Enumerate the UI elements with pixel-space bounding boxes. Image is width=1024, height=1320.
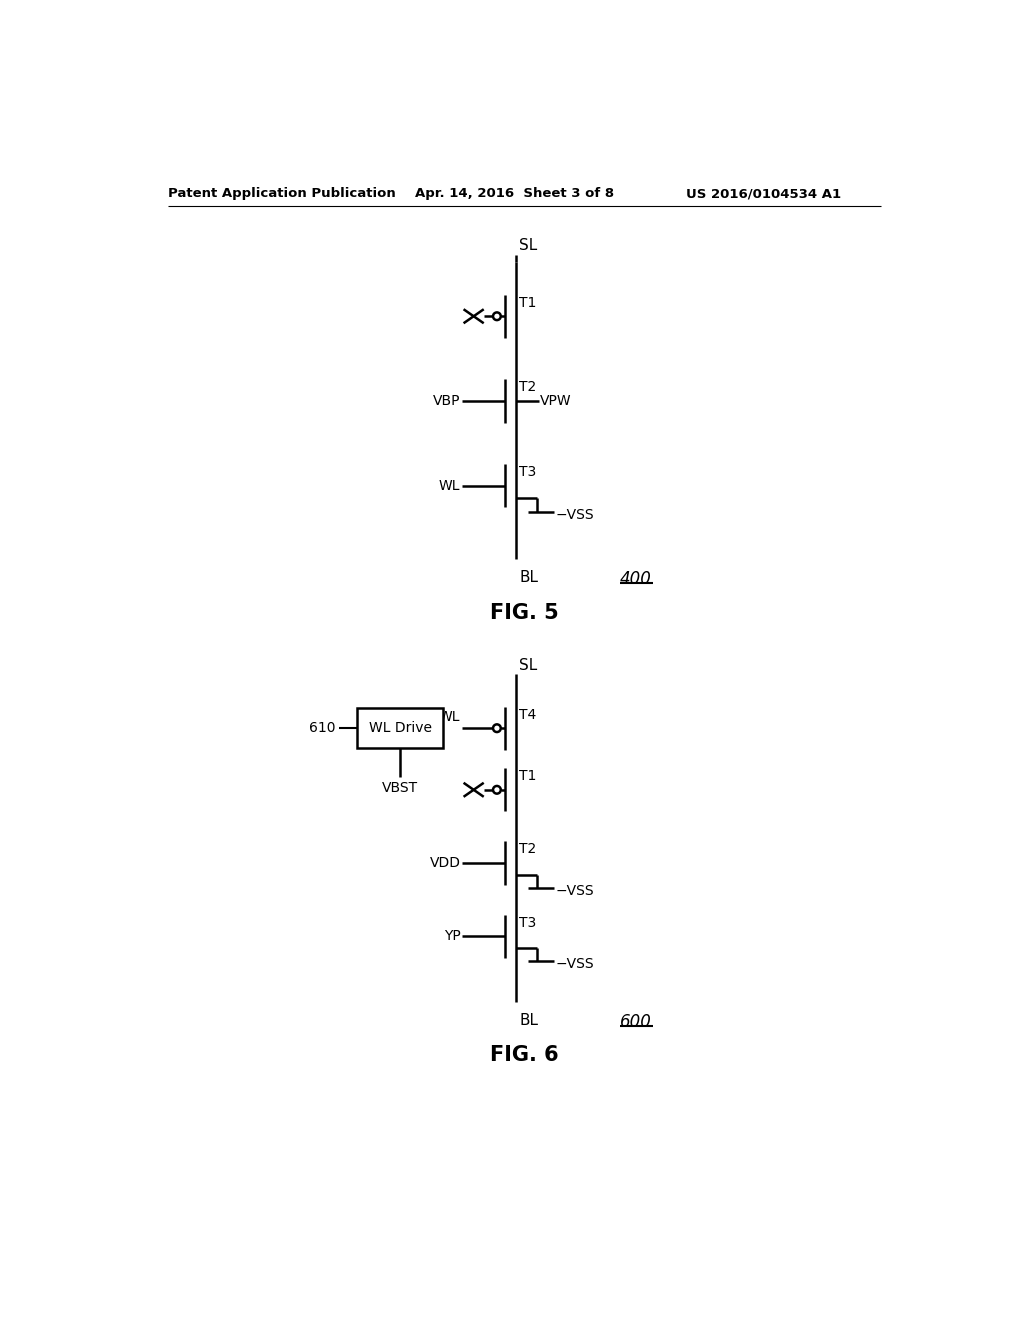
- Text: WL: WL: [439, 710, 461, 723]
- Text: 610: 610: [309, 721, 336, 735]
- Text: VBP: VBP: [433, 393, 461, 408]
- Text: VBST: VBST: [382, 780, 418, 795]
- Text: BL: BL: [519, 1014, 539, 1028]
- Text: 400: 400: [621, 570, 652, 589]
- Text: −VSS: −VSS: [556, 884, 594, 898]
- Text: −VSS: −VSS: [556, 957, 594, 972]
- Text: 600: 600: [621, 1014, 652, 1031]
- Text: VPW: VPW: [541, 393, 572, 408]
- Text: WL: WL: [439, 479, 461, 492]
- Text: BL: BL: [519, 570, 539, 585]
- Text: SL: SL: [519, 657, 538, 673]
- Text: VDD: VDD: [429, 855, 461, 870]
- Text: T2: T2: [519, 842, 537, 857]
- Text: T4: T4: [519, 708, 537, 722]
- Text: T2: T2: [519, 380, 537, 395]
- Text: FIG. 6: FIG. 6: [490, 1045, 559, 1065]
- Text: US 2016/0104534 A1: US 2016/0104534 A1: [686, 187, 841, 201]
- Text: Patent Application Publication: Patent Application Publication: [168, 187, 396, 201]
- FancyBboxPatch shape: [357, 708, 442, 748]
- Text: FIG. 5: FIG. 5: [490, 603, 559, 623]
- Text: T3: T3: [519, 465, 537, 479]
- Text: YP: YP: [443, 929, 461, 942]
- Text: T3: T3: [519, 916, 537, 929]
- Text: WL Drive: WL Drive: [369, 721, 431, 735]
- Text: SL: SL: [519, 238, 538, 253]
- Text: T1: T1: [519, 770, 537, 783]
- Text: −VSS: −VSS: [556, 508, 594, 521]
- Text: T1: T1: [519, 296, 537, 310]
- Text: Apr. 14, 2016  Sheet 3 of 8: Apr. 14, 2016 Sheet 3 of 8: [415, 187, 613, 201]
